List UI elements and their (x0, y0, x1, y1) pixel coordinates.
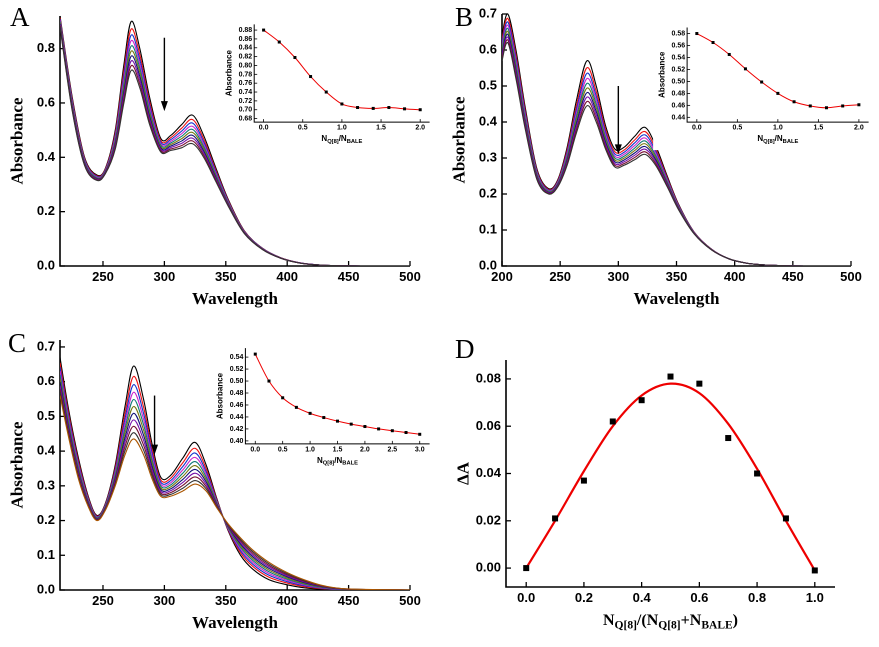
panel-label-D: D (455, 334, 475, 364)
panel-label-C: C (8, 328, 27, 358)
panel-C-spectra-chart (0, 322, 440, 647)
panel-label-B: B (455, 2, 474, 32)
panel-A-spectra-chart (0, 0, 440, 322)
panel-D-job-plot-chart (440, 322, 879, 647)
panel-label-A: A (10, 2, 30, 32)
panel-B-spectra-chart (440, 0, 879, 322)
